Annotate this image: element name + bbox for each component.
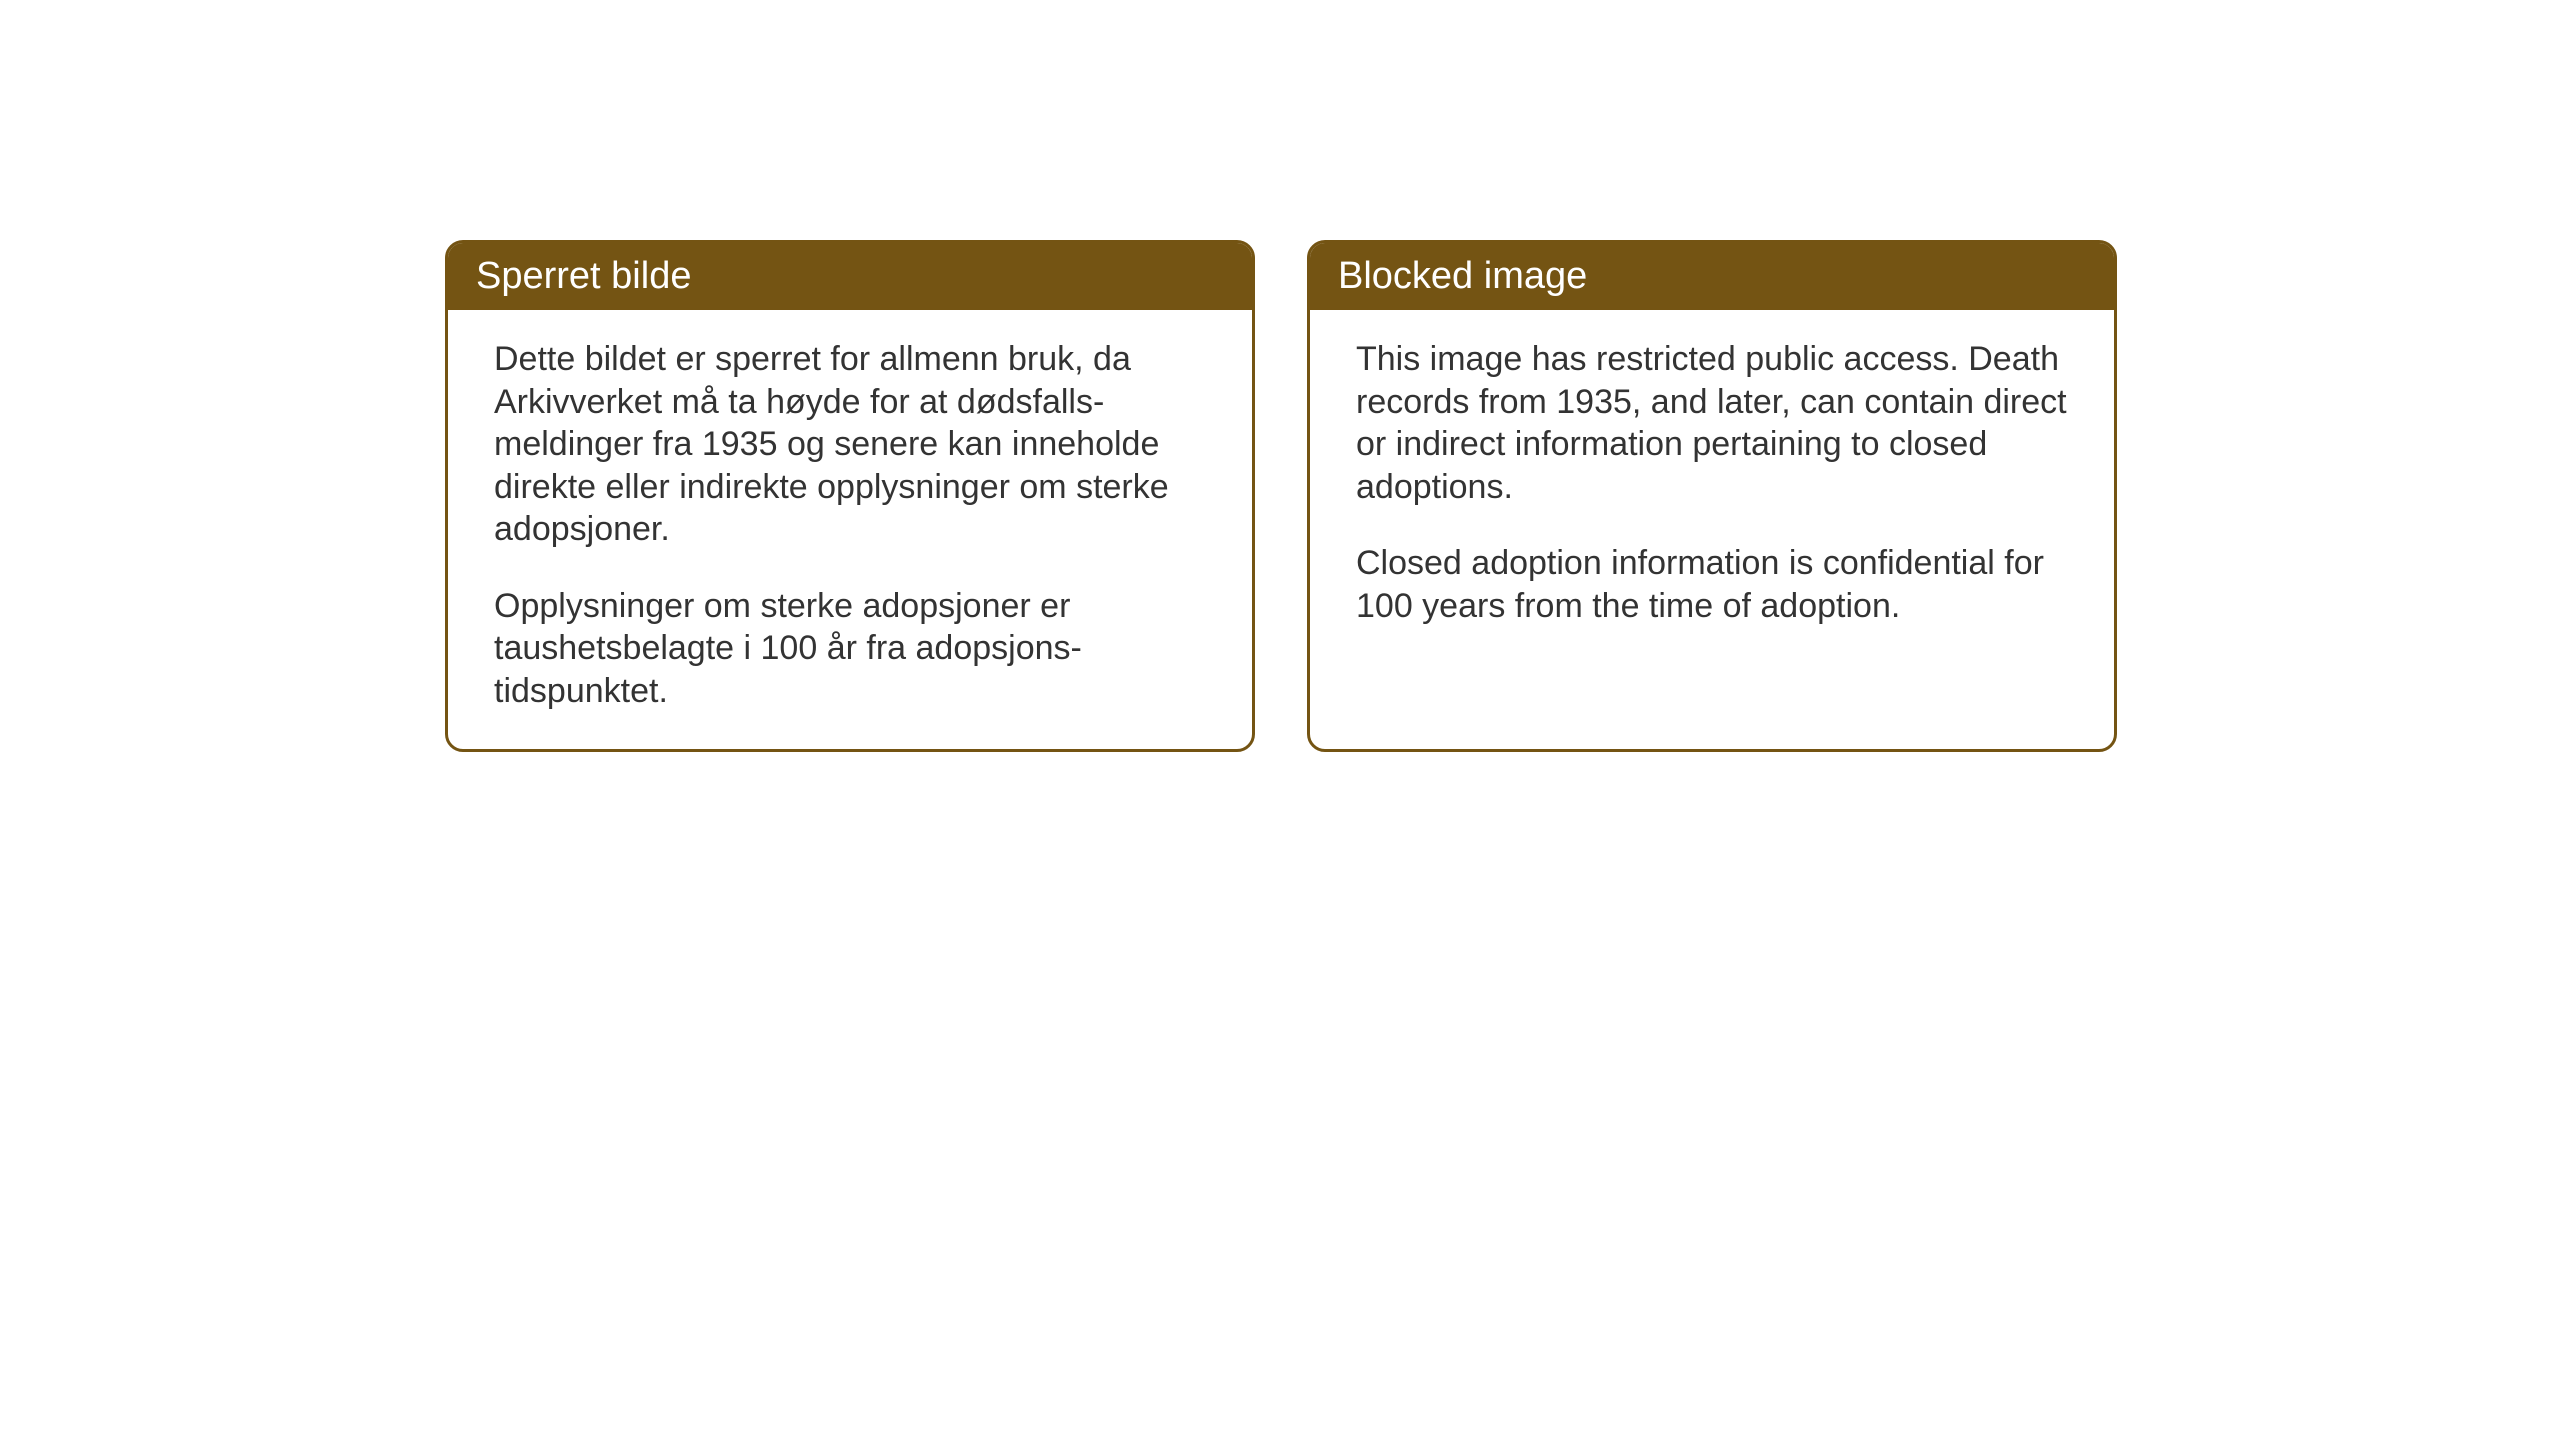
notice-card-english: Blocked image This image has restricted … <box>1307 240 2117 752</box>
card-header-english: Blocked image <box>1310 243 2114 310</box>
card-title-norwegian: Sperret bilde <box>476 255 691 297</box>
notice-container: Sperret bilde Dette bildet er sperret fo… <box>445 240 2117 752</box>
card-paragraph-1-norwegian: Dette bildet er sperret for allmenn bruk… <box>494 338 1206 551</box>
card-header-norwegian: Sperret bilde <box>448 243 1252 310</box>
card-paragraph-1-english: This image has restricted public access.… <box>1356 338 2068 508</box>
card-body-english: This image has restricted public access.… <box>1310 310 2114 655</box>
card-paragraph-2-norwegian: Opplysninger om sterke adopsjoner er tau… <box>494 585 1206 713</box>
notice-card-norwegian: Sperret bilde Dette bildet er sperret fo… <box>445 240 1255 752</box>
card-body-norwegian: Dette bildet er sperret for allmenn bruk… <box>448 310 1252 740</box>
card-paragraph-2-english: Closed adoption information is confident… <box>1356 542 2068 627</box>
card-title-english: Blocked image <box>1338 255 1587 297</box>
